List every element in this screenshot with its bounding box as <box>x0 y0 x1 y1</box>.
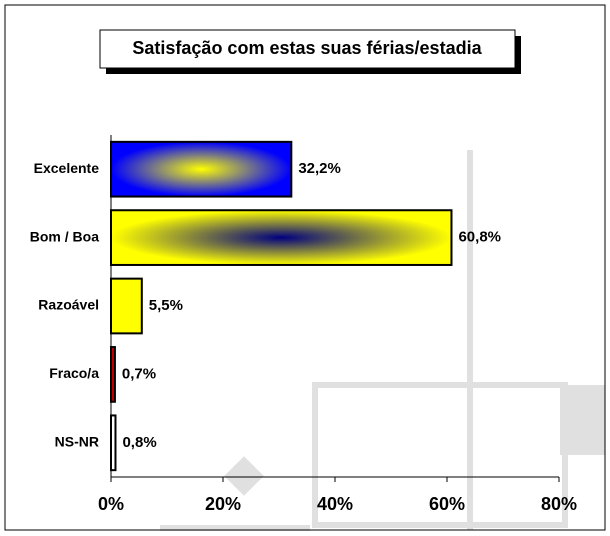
background-decoration <box>160 150 605 530</box>
bar <box>111 142 291 197</box>
chart-frame <box>5 5 605 530</box>
value-label: 32,2% <box>298 160 341 177</box>
value-label: 5,5% <box>149 297 183 314</box>
y-tick-label: Excelente <box>34 160 100 176</box>
value-label: 0,7% <box>122 365 156 382</box>
value-label: 60,8% <box>458 229 501 246</box>
bar <box>111 415 115 470</box>
y-tick-label: Razoável <box>38 297 99 313</box>
bar <box>111 347 115 402</box>
x-tick-label: 60% <box>429 494 465 514</box>
chart-title: Satisfação com estas suas férias/estadia <box>132 38 482 58</box>
x-tick-label: 20% <box>205 494 241 514</box>
chart: Satisfação com estas suas férias/estadia… <box>0 0 610 536</box>
x-tick-label: 40% <box>317 494 353 514</box>
y-tick-label: NS-NR <box>55 434 99 450</box>
value-label: 0,8% <box>122 434 156 451</box>
bar <box>111 210 451 265</box>
y-tick-label: Bom / Boa <box>30 228 99 244</box>
x-tick-label: 0% <box>98 494 124 514</box>
y-tick-label: Fraco/a <box>49 365 99 381</box>
bar <box>111 279 142 334</box>
x-tick-label: 80% <box>541 494 577 514</box>
